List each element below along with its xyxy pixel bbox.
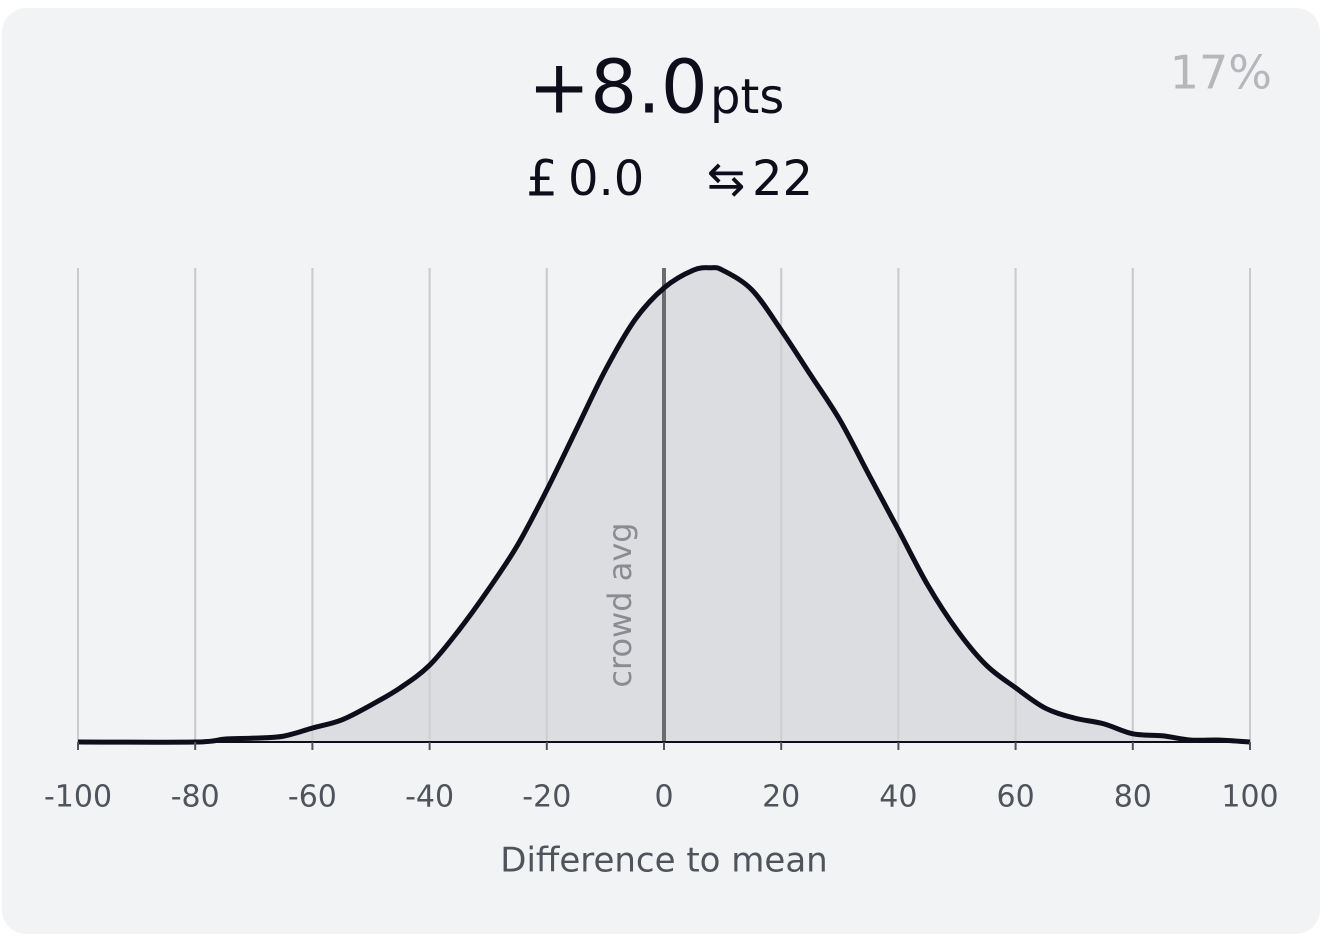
currency-icon: £ (526, 150, 558, 208)
amount: 0.0 (568, 151, 644, 207)
x-axis-label: Difference to mean (500, 841, 827, 881)
score: +8.0 (528, 45, 708, 131)
x-tick-label: 0 (654, 780, 673, 815)
score-unit: pts (710, 69, 784, 125)
crowd-avg-label: crowd avg (601, 522, 639, 687)
x-tick-label: 40 (879, 780, 917, 815)
swap-icon: ⇆ (707, 152, 746, 206)
x-tick-label: -20 (522, 780, 571, 815)
x-tick-label: -60 (288, 780, 337, 815)
swaps: 22 (752, 151, 813, 207)
x-tick-label: -40 (405, 780, 454, 815)
x-tick-label: -100 (44, 780, 112, 815)
plot: crowd avg -100 -80 -60 -40 -20 0 20 40 60 80 100 (44, 265, 1279, 815)
x-tick-label: 80 (1114, 780, 1152, 815)
x-tick-label: -80 (171, 780, 220, 815)
x-tick-label: 60 (997, 780, 1035, 815)
density-line (77, 265, 1251, 745)
percent: 17% (1170, 46, 1272, 100)
x-tick-label: 20 (762, 780, 800, 815)
x-tick-label: 100 (1221, 780, 1278, 815)
